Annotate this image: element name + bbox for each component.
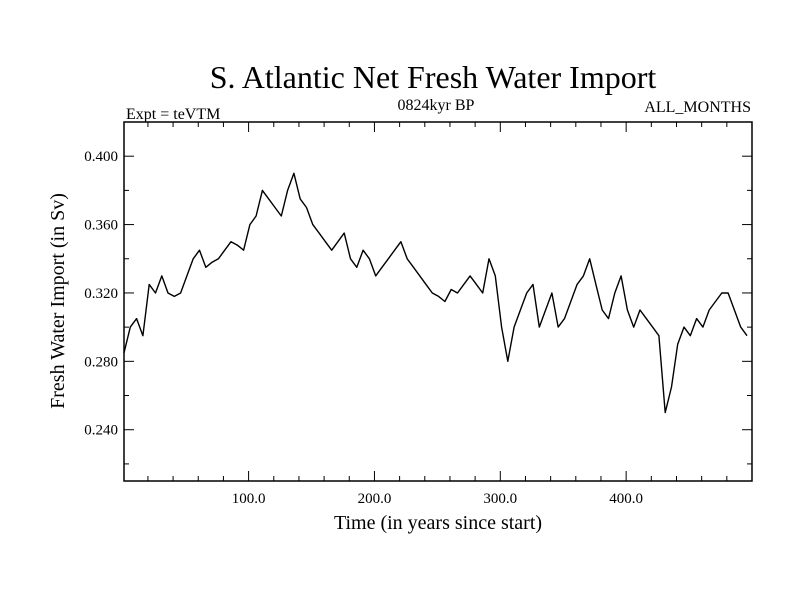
y-tick-label: 0.320 <box>84 286 118 302</box>
subtitle-age: 0824kyr BP <box>398 97 475 114</box>
x-tick-label: 300.0 <box>483 491 517 507</box>
subtitle-expt: Expt = teVTM <box>126 106 220 123</box>
y-tick-label: 0.280 <box>84 354 118 370</box>
chart-title: S. Atlantic Net Fresh Water Import <box>210 59 657 95</box>
y-tick-label: 0.240 <box>84 423 118 439</box>
x-tick-label: 100.0 <box>232 491 266 507</box>
subtitle-months: ALL_MONTHS <box>644 99 751 116</box>
axis-ticks <box>124 121 752 481</box>
y-axis-label: Fresh Water Import (in Sv) <box>47 193 69 409</box>
x-axis-label: Time (in years since start) <box>334 512 542 534</box>
x-tick-labels: 100.0 200.0 300.0 400.0 <box>232 491 643 507</box>
x-tick-label: 200.0 <box>358 491 392 507</box>
plot-frame <box>123 121 753 482</box>
y-tick-label: 0.360 <box>84 218 118 234</box>
series-line <box>123 172 748 414</box>
y-tick-labels: 0.240 0.280 0.320 0.360 0.400 <box>84 149 118 439</box>
y-tick-label: 0.400 <box>84 149 118 165</box>
x-tick-label: 400.0 <box>609 491 643 507</box>
